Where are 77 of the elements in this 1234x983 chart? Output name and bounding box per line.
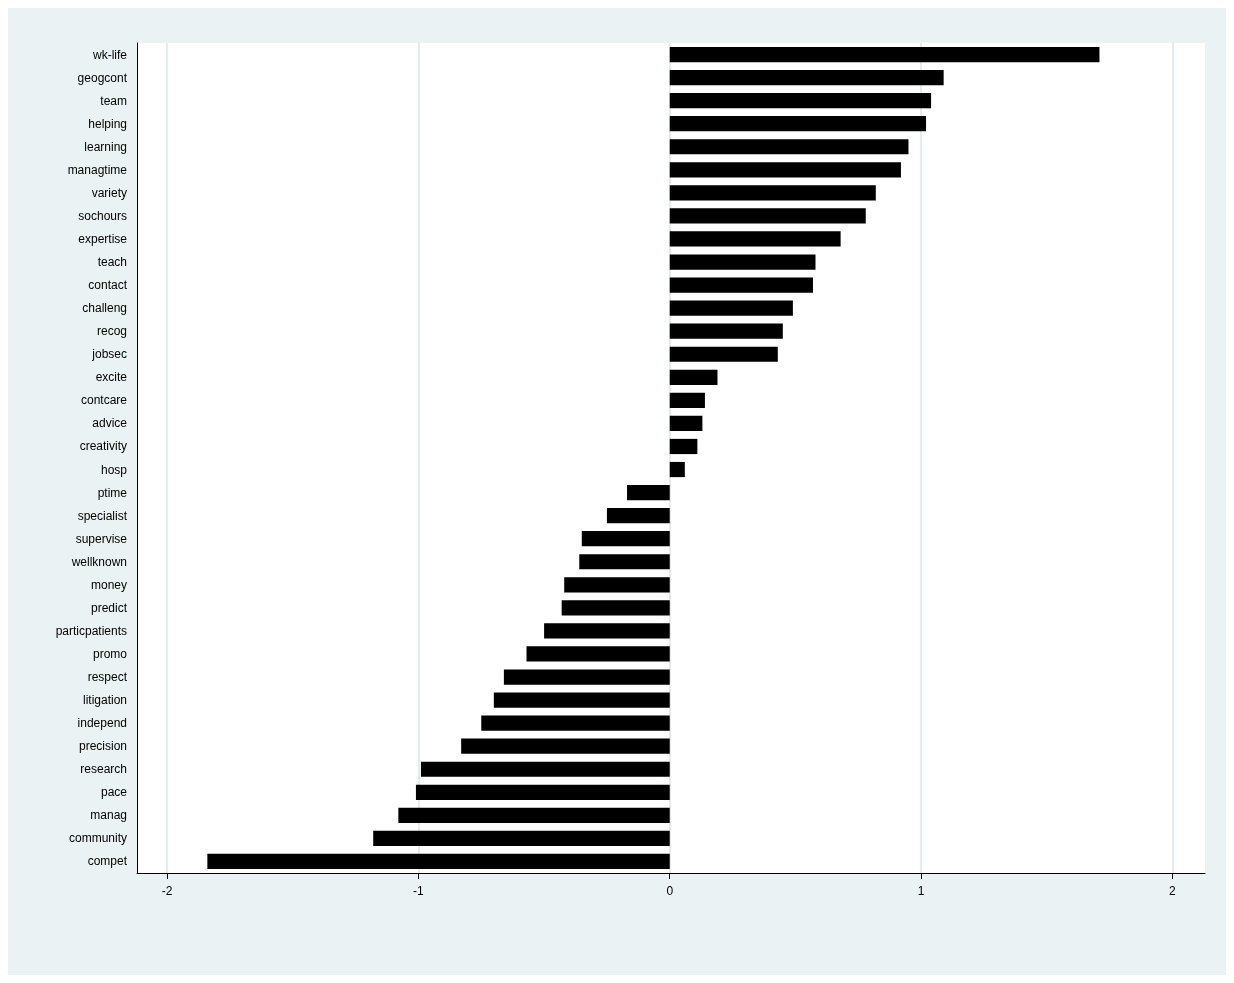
y-tick-label: geogcont [77,70,128,85]
bar [606,508,670,524]
bar [669,254,816,270]
bar [669,369,718,385]
x-tick-label: 1 [917,884,925,898]
bar [669,46,1100,63]
bar [669,392,705,408]
bar [493,692,670,708]
bar [669,208,866,224]
bar [564,577,670,593]
bar [627,484,670,501]
bar [503,669,670,685]
bar [669,438,698,455]
y-tick-label: wellknown [70,554,127,569]
y-tick-label: helping [88,116,127,131]
y-tick-label: recog [96,324,127,339]
bar [669,346,778,362]
y-tick-label: community [68,831,127,846]
bar [561,600,670,616]
bar [581,531,670,547]
y-tick-label: litigation [82,693,127,708]
bar [481,715,670,731]
y-tick-label: independ [77,716,127,731]
y-tick-label: creativity [79,439,127,454]
y-tick-label: hosp [100,462,128,477]
bar [669,139,909,155]
x-tick-label: -1 [413,884,425,898]
x-tick-label: -2 [161,884,173,898]
y-tick-label: managtime [67,162,128,177]
y-tick-label: teach [97,255,127,270]
y-tick-label: predict [90,600,128,615]
bar [207,853,670,870]
y-tick-label: learning [84,139,127,154]
bar [669,415,703,432]
y-tick-label: precision [78,739,127,754]
y-tick-label: jobsec [91,347,127,362]
x-tick-label: 2 [1168,884,1176,898]
bar [669,231,841,247]
y-tick-label: research [80,762,127,777]
bar [669,93,932,109]
y-tick-label: particpatients [55,623,127,638]
y-tick-label: team [100,93,127,108]
y-tick-label: advice [92,416,128,431]
bar [526,646,670,662]
y-tick-label: wk-life [91,47,128,62]
bar [669,162,901,178]
y-tick-label: respect [87,670,128,685]
bar [398,807,670,823]
y-tick-label: supervise [75,531,128,546]
y-tick-label: expertise [78,231,128,246]
bar [669,300,793,316]
y-tick-label: ptime [97,485,128,500]
bar [669,277,813,293]
y-tick-label: sochours [78,208,127,223]
bar [669,185,876,201]
bar [461,738,670,754]
y-tick-label: challeng [82,301,127,316]
bar [669,461,685,478]
y-tick-label: variety [91,185,127,200]
bar [415,784,670,800]
y-tick-label: promo [92,646,128,661]
y-tick-label: contact [88,278,128,293]
y-tick-label: compet [87,854,128,869]
bar [669,323,783,339]
x-tick-label: 0 [666,884,674,898]
bar [579,554,670,570]
bar [544,623,670,639]
y-tick-label: specialist [77,508,128,523]
y-tick-label: contcare [80,393,128,408]
bar [420,761,670,777]
y-tick-label: pace [100,785,128,800]
y-tick-label: money [90,577,127,592]
bar [669,116,927,132]
bar [669,69,944,86]
y-tick-label: excite [95,370,128,385]
bar [373,830,670,847]
y-tick-label: manag [90,808,127,823]
